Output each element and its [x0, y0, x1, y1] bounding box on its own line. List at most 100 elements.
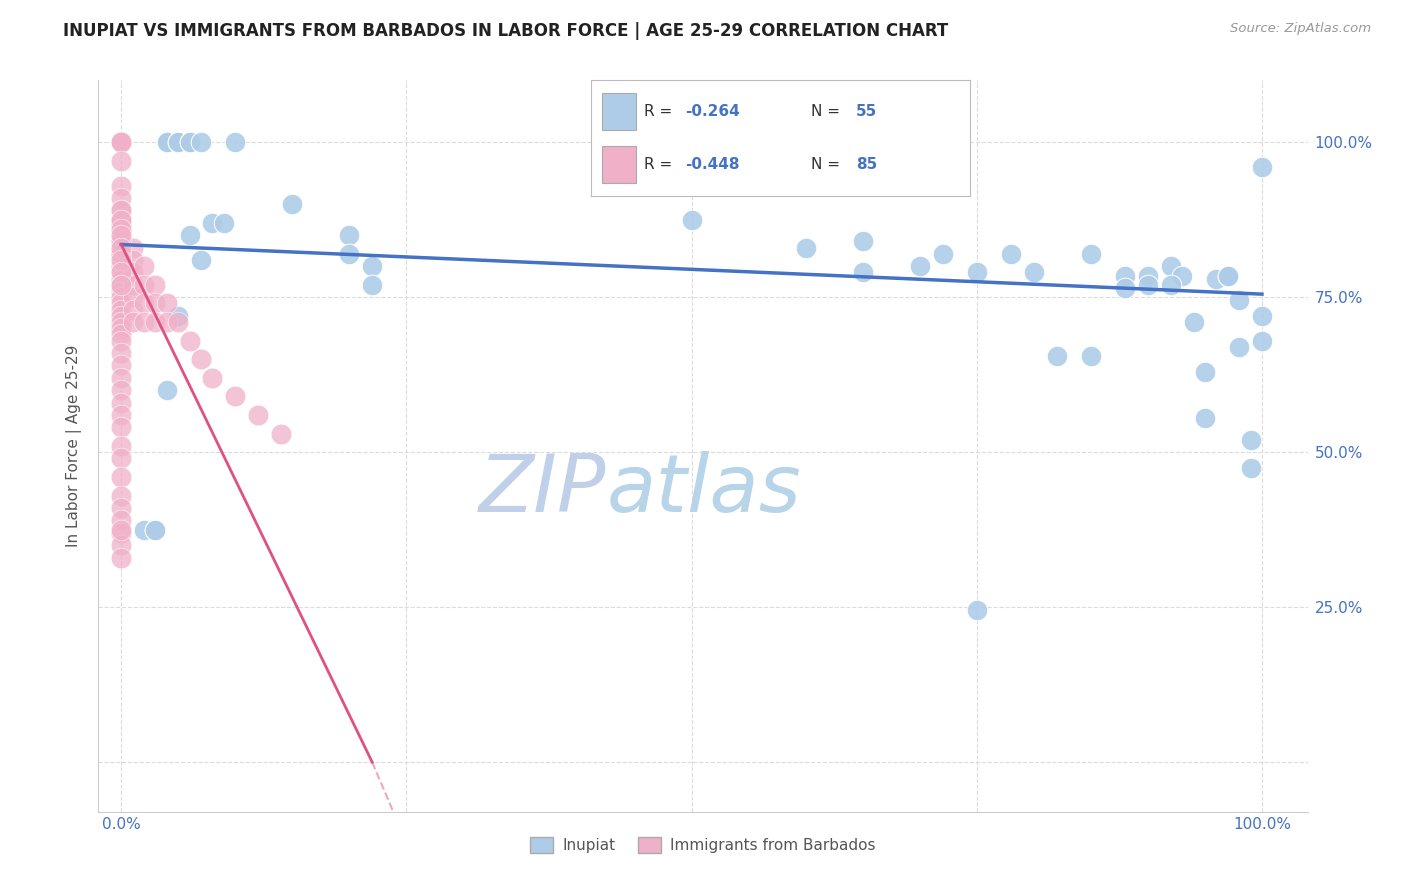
Point — [908, 259, 931, 273]
Point — [1046, 349, 1069, 363]
Point — [1227, 293, 1250, 308]
Point — [132, 523, 155, 537]
Text: 55: 55 — [856, 104, 877, 120]
Point — [110, 284, 132, 298]
Y-axis label: In Labor Force | Age 25-29: In Labor Force | Age 25-29 — [66, 345, 83, 547]
Point — [1205, 271, 1227, 285]
Point — [167, 135, 190, 149]
Point — [1114, 281, 1136, 295]
Point — [110, 513, 132, 527]
Point — [1022, 265, 1045, 279]
Point — [145, 277, 167, 292]
Point — [110, 212, 132, 227]
Point — [110, 525, 132, 540]
FancyBboxPatch shape — [602, 93, 636, 130]
Point — [110, 253, 132, 268]
Point — [1080, 247, 1102, 261]
Point — [190, 352, 212, 367]
Point — [1239, 433, 1261, 447]
Point — [966, 265, 988, 279]
Point — [121, 290, 143, 304]
Point — [270, 426, 292, 441]
Point — [110, 550, 132, 565]
Point — [1216, 268, 1239, 283]
Point — [110, 408, 132, 422]
Point — [852, 265, 875, 279]
Point — [110, 178, 132, 193]
Point — [121, 277, 143, 292]
Point — [110, 153, 132, 168]
Text: -0.448: -0.448 — [686, 157, 740, 172]
Point — [337, 247, 360, 261]
Point — [1251, 160, 1274, 174]
Point — [931, 247, 953, 261]
Point — [132, 259, 155, 273]
Point — [156, 315, 179, 329]
Point — [110, 265, 132, 279]
Point — [110, 489, 132, 503]
Point — [1000, 247, 1022, 261]
Point — [681, 212, 703, 227]
Legend: Inupiat, Immigrants from Barbados: Inupiat, Immigrants from Barbados — [524, 830, 882, 859]
Point — [1251, 309, 1274, 323]
Point — [110, 538, 132, 552]
Text: INUPIAT VS IMMIGRANTS FROM BARBADOS IN LABOR FORCE | AGE 25-29 CORRELATION CHART: INUPIAT VS IMMIGRANTS FROM BARBADOS IN L… — [63, 22, 949, 40]
Point — [110, 241, 132, 255]
Point — [145, 523, 167, 537]
Point — [121, 302, 143, 317]
Point — [145, 523, 167, 537]
Point — [1136, 277, 1159, 292]
Point — [1160, 259, 1182, 273]
Point — [110, 371, 132, 385]
Point — [110, 259, 132, 273]
Point — [156, 135, 179, 149]
Point — [132, 277, 155, 292]
Point — [1080, 349, 1102, 363]
Point — [110, 359, 132, 373]
Point — [201, 216, 224, 230]
Point — [110, 451, 132, 466]
Point — [1194, 365, 1216, 379]
Point — [110, 290, 132, 304]
Point — [110, 346, 132, 360]
Point — [1251, 334, 1274, 348]
Point — [201, 371, 224, 385]
Point — [110, 315, 132, 329]
Point — [212, 216, 235, 230]
Point — [110, 296, 132, 310]
Text: -0.264: -0.264 — [686, 104, 740, 120]
Point — [794, 241, 817, 255]
Point — [132, 296, 155, 310]
Point — [110, 420, 132, 434]
Point — [179, 334, 201, 348]
Text: R =: R = — [644, 104, 676, 120]
Point — [110, 309, 132, 323]
Point — [145, 296, 167, 310]
Point — [110, 135, 132, 149]
Point — [110, 203, 132, 218]
Point — [110, 247, 132, 261]
Point — [110, 523, 132, 537]
Point — [110, 135, 132, 149]
Point — [1136, 268, 1159, 283]
Point — [156, 383, 179, 397]
Point — [110, 228, 132, 243]
Point — [121, 265, 143, 279]
Point — [1194, 411, 1216, 425]
Text: atlas: atlas — [606, 450, 801, 529]
Point — [110, 327, 132, 342]
Point — [110, 203, 132, 218]
Point — [110, 191, 132, 205]
Point — [110, 222, 132, 236]
Point — [1114, 268, 1136, 283]
Point — [110, 259, 132, 273]
Point — [110, 241, 132, 255]
Point — [337, 228, 360, 243]
Point — [110, 135, 132, 149]
Point — [110, 395, 132, 409]
Point — [121, 315, 143, 329]
Point — [110, 212, 132, 227]
Point — [1160, 277, 1182, 292]
Point — [110, 277, 132, 292]
FancyBboxPatch shape — [602, 146, 636, 184]
